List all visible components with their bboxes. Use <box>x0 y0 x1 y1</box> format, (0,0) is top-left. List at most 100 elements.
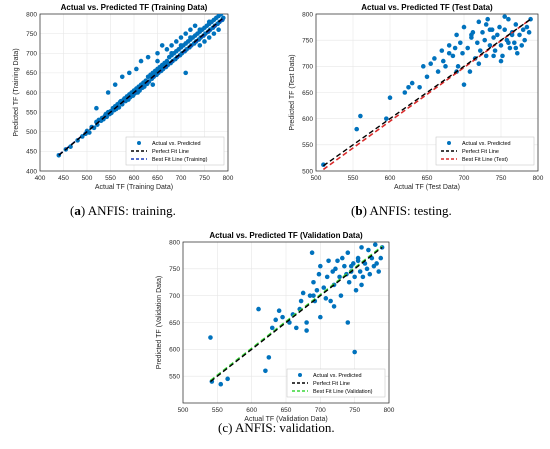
data-point <box>112 82 118 87</box>
data-point <box>487 43 493 48</box>
data-point <box>321 162 326 168</box>
data-point <box>524 24 530 30</box>
data-point <box>340 255 345 261</box>
data-point <box>155 50 160 56</box>
x-tick-label: 800 <box>223 175 234 182</box>
data-point <box>318 314 323 320</box>
data-point <box>359 245 364 250</box>
x-tick-label: 500 <box>311 175 322 182</box>
data-point <box>452 45 458 51</box>
data-point <box>342 263 347 269</box>
data-point <box>323 296 329 301</box>
data-point <box>318 263 323 269</box>
legend-marker <box>298 373 302 377</box>
data-point <box>202 39 207 44</box>
x-axis-label: Actual TF (Test Data) <box>394 184 460 191</box>
data-point <box>498 43 504 48</box>
data-point <box>378 255 384 261</box>
data-point <box>169 43 174 48</box>
data-point <box>348 263 354 269</box>
plot-marks <box>56 14 226 158</box>
data-point <box>105 90 111 95</box>
axes-frame <box>182 241 390 404</box>
data-point <box>208 335 213 340</box>
data-point <box>150 82 156 87</box>
x-tick-label: 400 <box>35 175 46 182</box>
x-tick-label: 650 <box>422 175 433 182</box>
training-chart: 400 450 500 550 600 650 700 750 800 400 450 500 550 6… <box>13 3 234 191</box>
data-point <box>376 269 382 274</box>
x-axis-label: Actual TF (Validation Data) <box>244 416 327 423</box>
perfect-fit-line <box>58 17 224 156</box>
data-point <box>491 35 496 40</box>
data-point <box>346 279 352 285</box>
data-point <box>509 32 515 38</box>
x-tick-label: 650 <box>152 175 163 182</box>
y-tick-label: 550 <box>169 373 180 380</box>
legend-label: Actual vs. Predicted <box>313 373 362 379</box>
data-point <box>500 53 505 59</box>
data-point <box>138 58 144 64</box>
chart-title: Actual vs. Predicted TF (Training Data) <box>61 3 208 12</box>
data-point <box>178 35 184 40</box>
data-point <box>164 58 170 64</box>
data-point <box>206 19 212 25</box>
x-tick-label: 500 <box>82 175 93 182</box>
data-point <box>477 48 483 53</box>
perfect-fit-line <box>322 18 532 167</box>
data-point <box>446 43 452 48</box>
data-point <box>406 84 411 90</box>
y-tick-label: 550 <box>26 109 37 116</box>
data-point <box>269 325 275 331</box>
data-point <box>266 355 272 360</box>
data-point <box>417 84 422 90</box>
axes-frame <box>39 13 229 172</box>
data-point <box>483 53 489 59</box>
caption-b: (b) ANFIS: testing. <box>351 203 452 218</box>
legend-marker <box>137 141 141 145</box>
data-point <box>164 47 170 52</box>
legend: Actual vs. Predicted Perfect Fit Line Best… <box>435 136 535 166</box>
y-tick-label: 650 <box>26 70 37 77</box>
y-tick-label: 500 <box>302 168 313 175</box>
data-point <box>280 314 285 320</box>
data-point <box>188 27 193 32</box>
data-point <box>491 53 496 59</box>
y-tick-label: 400 <box>26 168 37 175</box>
data-point <box>443 64 448 69</box>
chart-title: Actual vs. Predicted TF (Validation Data… <box>209 231 363 240</box>
x-tick-label: 600 <box>246 407 257 414</box>
x-tick-label: 450 <box>58 175 69 182</box>
data-point <box>354 126 360 132</box>
data-point <box>379 245 385 250</box>
data-point <box>314 288 320 293</box>
data-point <box>155 58 160 64</box>
data-point <box>321 285 327 290</box>
data-point <box>498 58 504 64</box>
x-tick-label: 550 <box>348 175 359 182</box>
data-point <box>68 144 73 149</box>
y-tick-label: 500 <box>26 129 37 136</box>
legend-label: Best Fit Line (Training) <box>152 157 208 163</box>
data-point <box>513 45 519 51</box>
y-tick-label: 550 <box>302 142 313 149</box>
data-point <box>432 56 437 61</box>
y-tick-label: 700 <box>302 64 313 71</box>
x-tick-label: 800 <box>533 175 544 182</box>
data-point <box>507 45 513 51</box>
data-point <box>104 114 110 120</box>
x-axis-label: Actual TF (Training Data) <box>95 184 173 191</box>
data-point <box>80 134 85 139</box>
legend: Actual vs. Predicted Perfect Fit Line Best… <box>125 136 225 166</box>
data-point <box>360 274 366 280</box>
x-tick-label: 750 <box>349 407 360 414</box>
data-point <box>506 40 511 46</box>
data-point <box>298 298 304 304</box>
data-point <box>440 58 446 64</box>
x-tick-label: 750 <box>496 175 507 182</box>
data-point <box>311 279 316 285</box>
data-point <box>345 320 351 325</box>
data-point <box>94 105 99 111</box>
data-point <box>384 116 389 121</box>
